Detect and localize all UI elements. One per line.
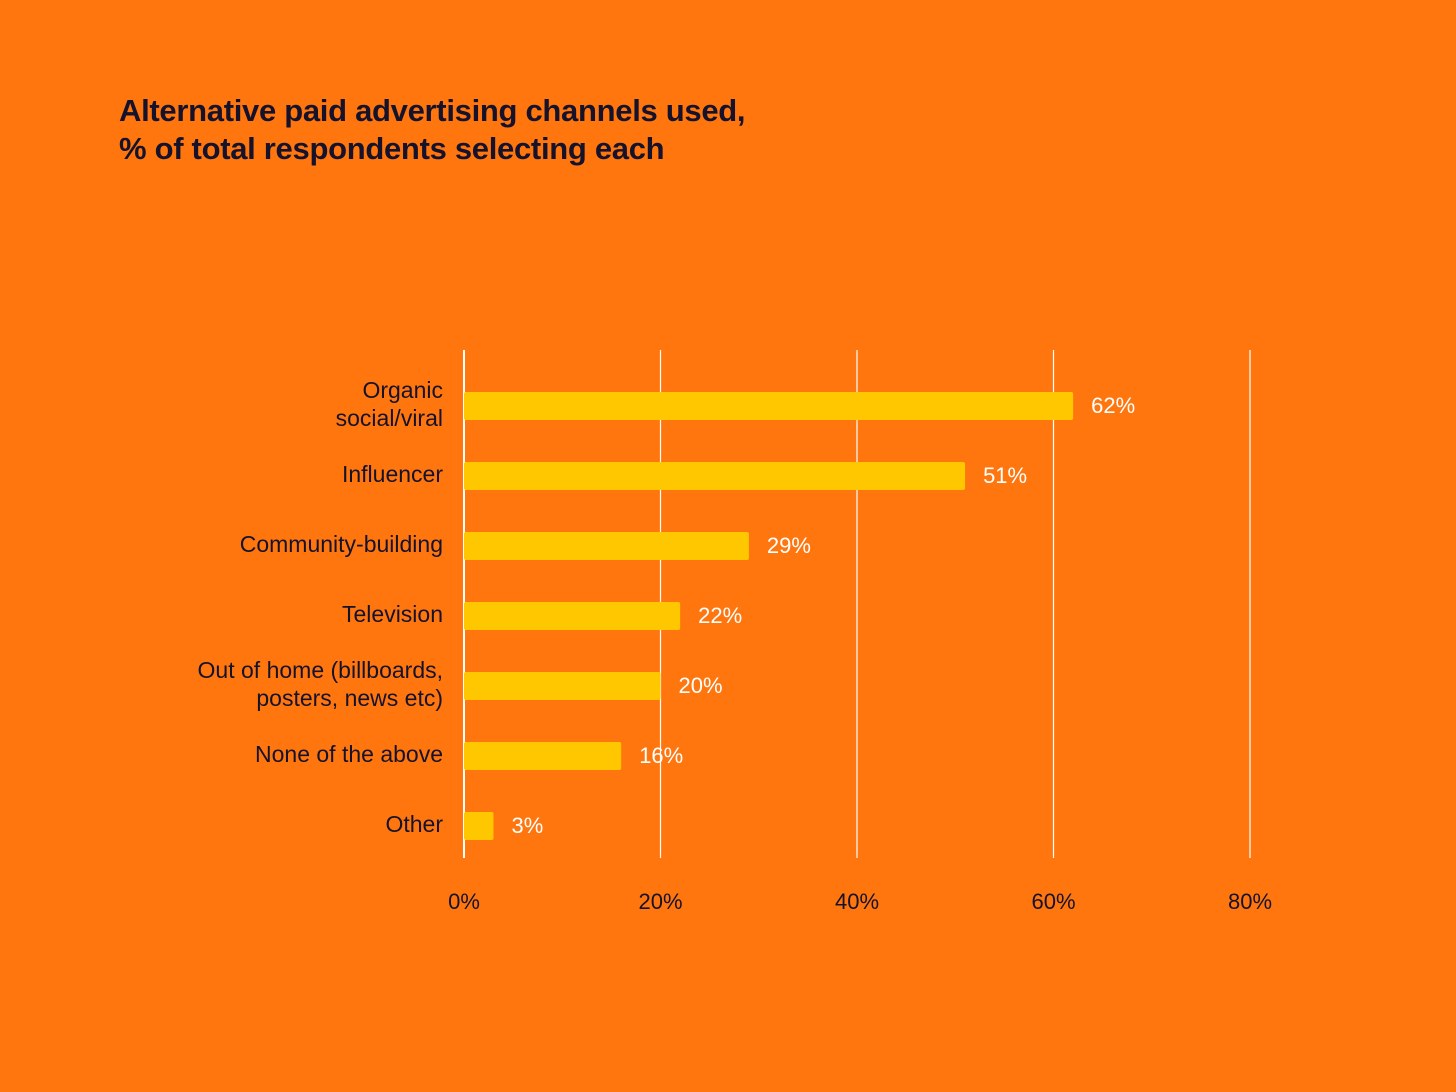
- category-label: Influencer: [342, 461, 443, 487]
- value-label: 62%: [1091, 393, 1135, 418]
- category-label-line: Out of home (billboards,: [198, 657, 443, 683]
- bar: [464, 602, 681, 630]
- category-label: Television: [342, 601, 443, 627]
- value-labels: 62% 51% 29% 22% 20% 16% 3%: [511, 393, 1135, 838]
- category-label-line: None of the above: [255, 741, 443, 767]
- bar: [464, 532, 749, 560]
- bar: [464, 392, 1074, 420]
- value-label: 3%: [511, 813, 543, 838]
- category-label: None of the above: [255, 741, 443, 767]
- category-label-line: Television: [342, 601, 443, 627]
- x-tick-label: 80%: [1228, 889, 1272, 914]
- bars: [464, 392, 1074, 840]
- x-tick-label: 0%: [448, 889, 480, 914]
- category-label: Other: [385, 811, 443, 837]
- value-label: 20%: [679, 673, 723, 698]
- category-label: Community-building: [240, 531, 443, 557]
- value-label: 51%: [983, 463, 1027, 488]
- x-tick-label: 20%: [638, 889, 682, 914]
- category-label-line: Influencer: [342, 461, 443, 487]
- category-label: Organic social/viral: [336, 377, 443, 431]
- category-label-line: Community-building: [240, 531, 443, 557]
- x-axis-tick-labels: 0% 20% 40% 60% 80%: [448, 889, 1272, 914]
- bar: [464, 742, 622, 770]
- bar: [464, 672, 661, 700]
- category-label-line: Other: [385, 811, 443, 837]
- category-label: Out of home (billboards, posters, news et…: [198, 657, 443, 711]
- category-labels: Organic social/viral Influencer Community-b…: [198, 377, 444, 837]
- chart-title: Alternative paid advertising channels us…: [119, 92, 746, 168]
- value-label: 16%: [639, 743, 683, 768]
- chart-title-line-2: % of total respondents selecting each: [119, 131, 665, 166]
- bar: [464, 812, 494, 840]
- category-label-line: Organic: [362, 377, 443, 403]
- x-tick-label: 60%: [1031, 889, 1075, 914]
- chart-title-line-1: Alternative paid advertising channels us…: [119, 93, 746, 128]
- category-label-line: social/viral: [336, 405, 443, 431]
- value-label: 22%: [698, 603, 742, 628]
- x-tick-label: 40%: [835, 889, 879, 914]
- bar: [464, 462, 966, 490]
- value-label: 29%: [767, 533, 811, 558]
- category-label-line: posters, news etc): [256, 685, 443, 711]
